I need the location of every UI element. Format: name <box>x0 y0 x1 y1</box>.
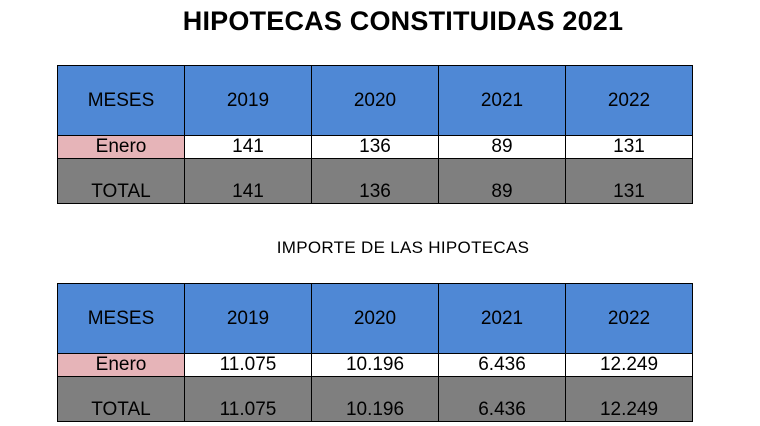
header-cell-2021: 2021 <box>438 65 566 136</box>
header-cell-2019: 2019 <box>184 65 312 136</box>
table-cell: 136 <box>311 135 439 159</box>
header-cell-2020: 2020 <box>311 65 439 136</box>
total-row: TOTAL 141 136 89 131 <box>57 158 693 204</box>
table-cell: 12.249 <box>565 353 693 377</box>
header-cell-2020: 2020 <box>311 283 439 354</box>
total-label: TOTAL <box>57 376 185 422</box>
month-label-enero: Enero <box>57 353 185 377</box>
total-label: TOTAL <box>57 158 185 204</box>
total-cell: 131 <box>565 158 693 204</box>
table-header-row: MESES 2019 2020 2021 2022 <box>57 283 693 354</box>
total-cell: 141 <box>184 158 312 204</box>
table-row: Enero 11.075 10.196 6.436 12.249 <box>57 353 693 377</box>
header-cell-2021: 2021 <box>438 283 566 354</box>
total-cell: 89 <box>438 158 566 204</box>
table-cell: 131 <box>565 135 693 159</box>
section-subtitle: IMPORTE DE LAS HIPOTECAS <box>276 238 530 257</box>
header-cell-2022: 2022 <box>565 283 693 354</box>
table-cell: 11.075 <box>184 353 312 377</box>
total-cell: 6.436 <box>438 376 566 422</box>
total-cell: 11.075 <box>184 376 312 422</box>
mortgage-count-table: MESES 2019 2020 2021 2022 Enero 141 136 … <box>57 65 693 204</box>
month-label-enero: Enero <box>57 135 185 159</box>
table-cell: 6.436 <box>438 353 566 377</box>
header-cell-2022: 2022 <box>565 65 693 136</box>
total-cell: 10.196 <box>311 376 439 422</box>
header-cell-meses: MESES <box>57 283 185 354</box>
table-header-row: MESES 2019 2020 2021 2022 <box>57 65 693 136</box>
total-cell: 12.249 <box>565 376 693 422</box>
table-row: Enero 141 136 89 131 <box>57 135 693 159</box>
total-row: TOTAL 11.075 10.196 6.436 12.249 <box>57 376 693 422</box>
total-cell: 136 <box>311 158 439 204</box>
page-title: HIPOTECAS CONSTITUIDAS 2021 <box>182 6 624 36</box>
header-cell-2019: 2019 <box>184 283 312 354</box>
table-cell: 89 <box>438 135 566 159</box>
table-cell: 141 <box>184 135 312 159</box>
mortgage-amount-table: MESES 2019 2020 2021 2022 Enero 11.075 1… <box>57 283 693 422</box>
header-cell-meses: MESES <box>57 65 185 136</box>
table-cell: 10.196 <box>311 353 439 377</box>
